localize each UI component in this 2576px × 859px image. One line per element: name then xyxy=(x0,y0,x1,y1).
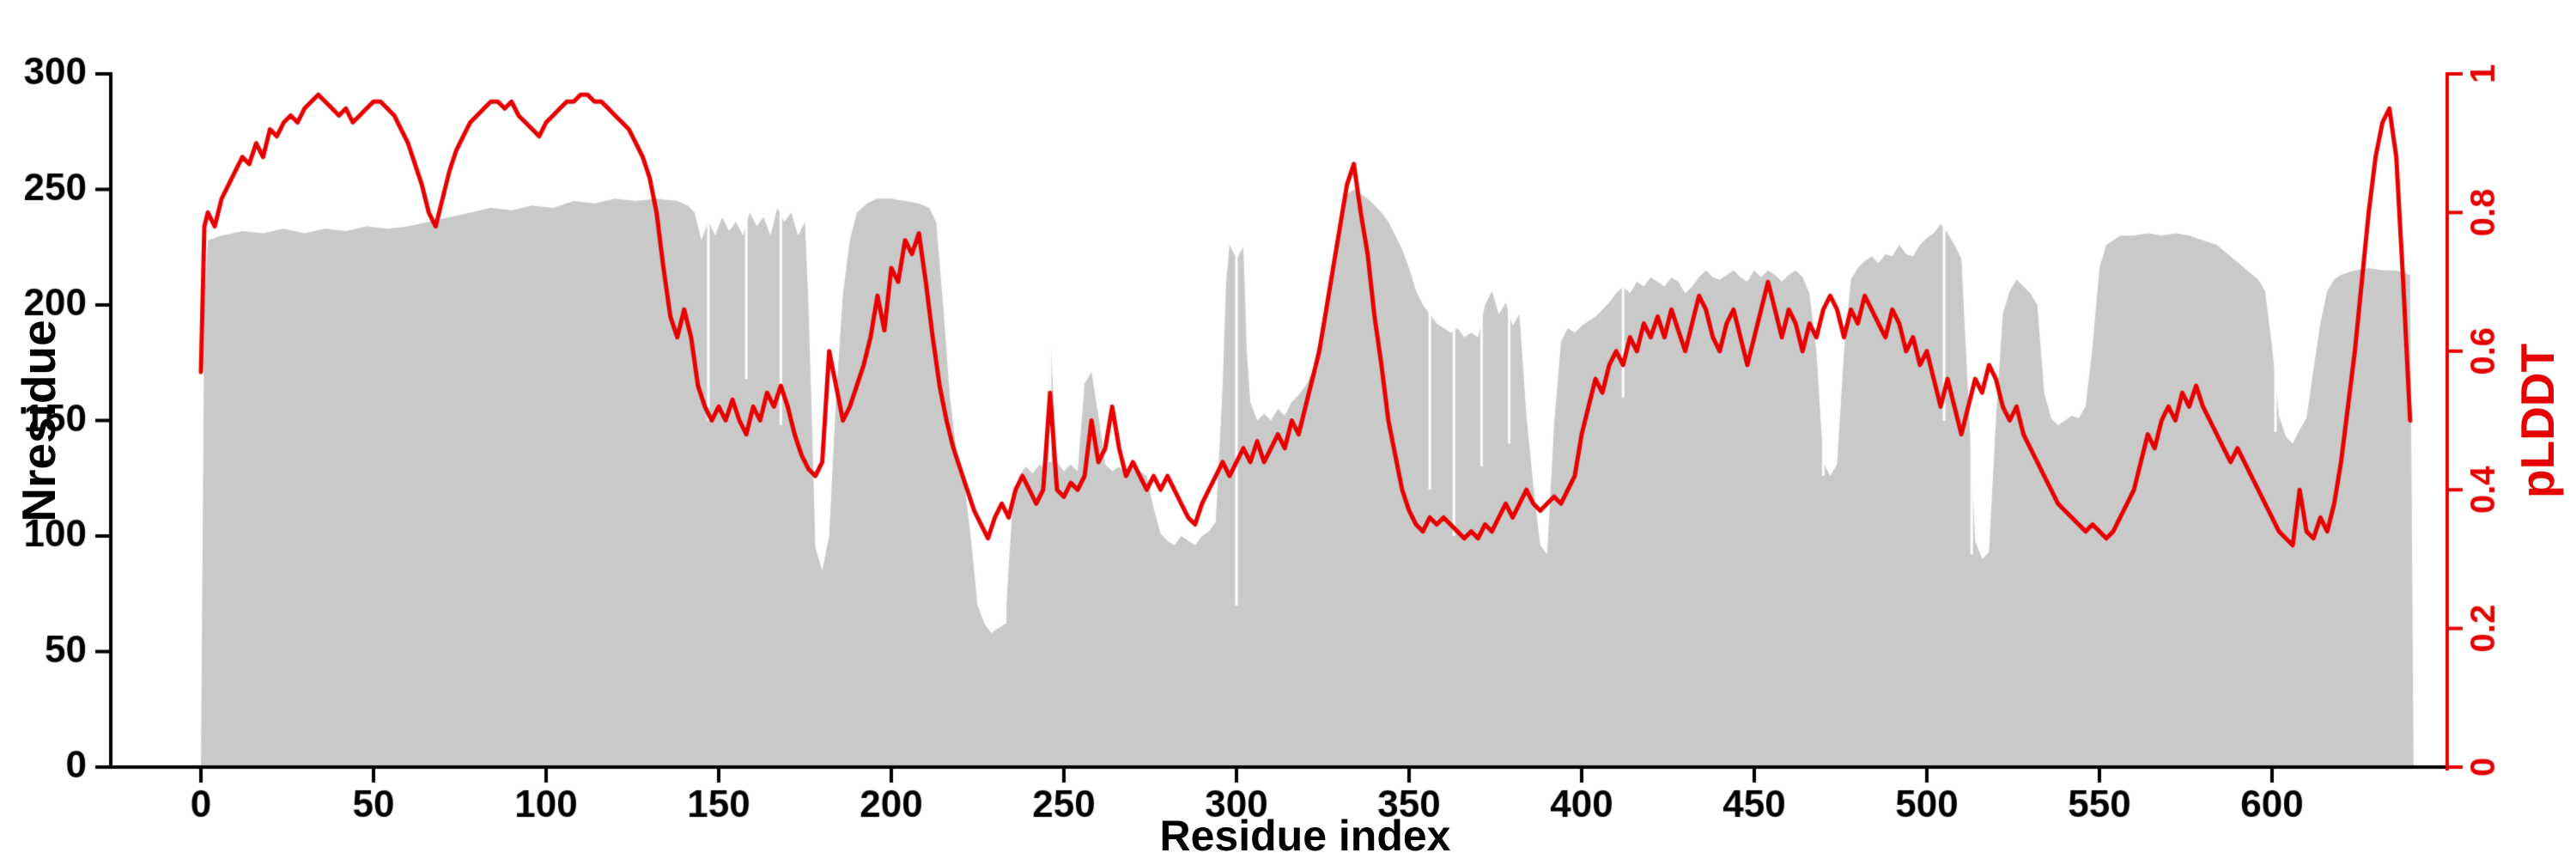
x-axis-title: Residue index xyxy=(1159,812,1451,859)
y-axis-title-left: Nresidue xyxy=(12,320,65,522)
y-axis-title-right: pLDDT xyxy=(2511,343,2564,499)
